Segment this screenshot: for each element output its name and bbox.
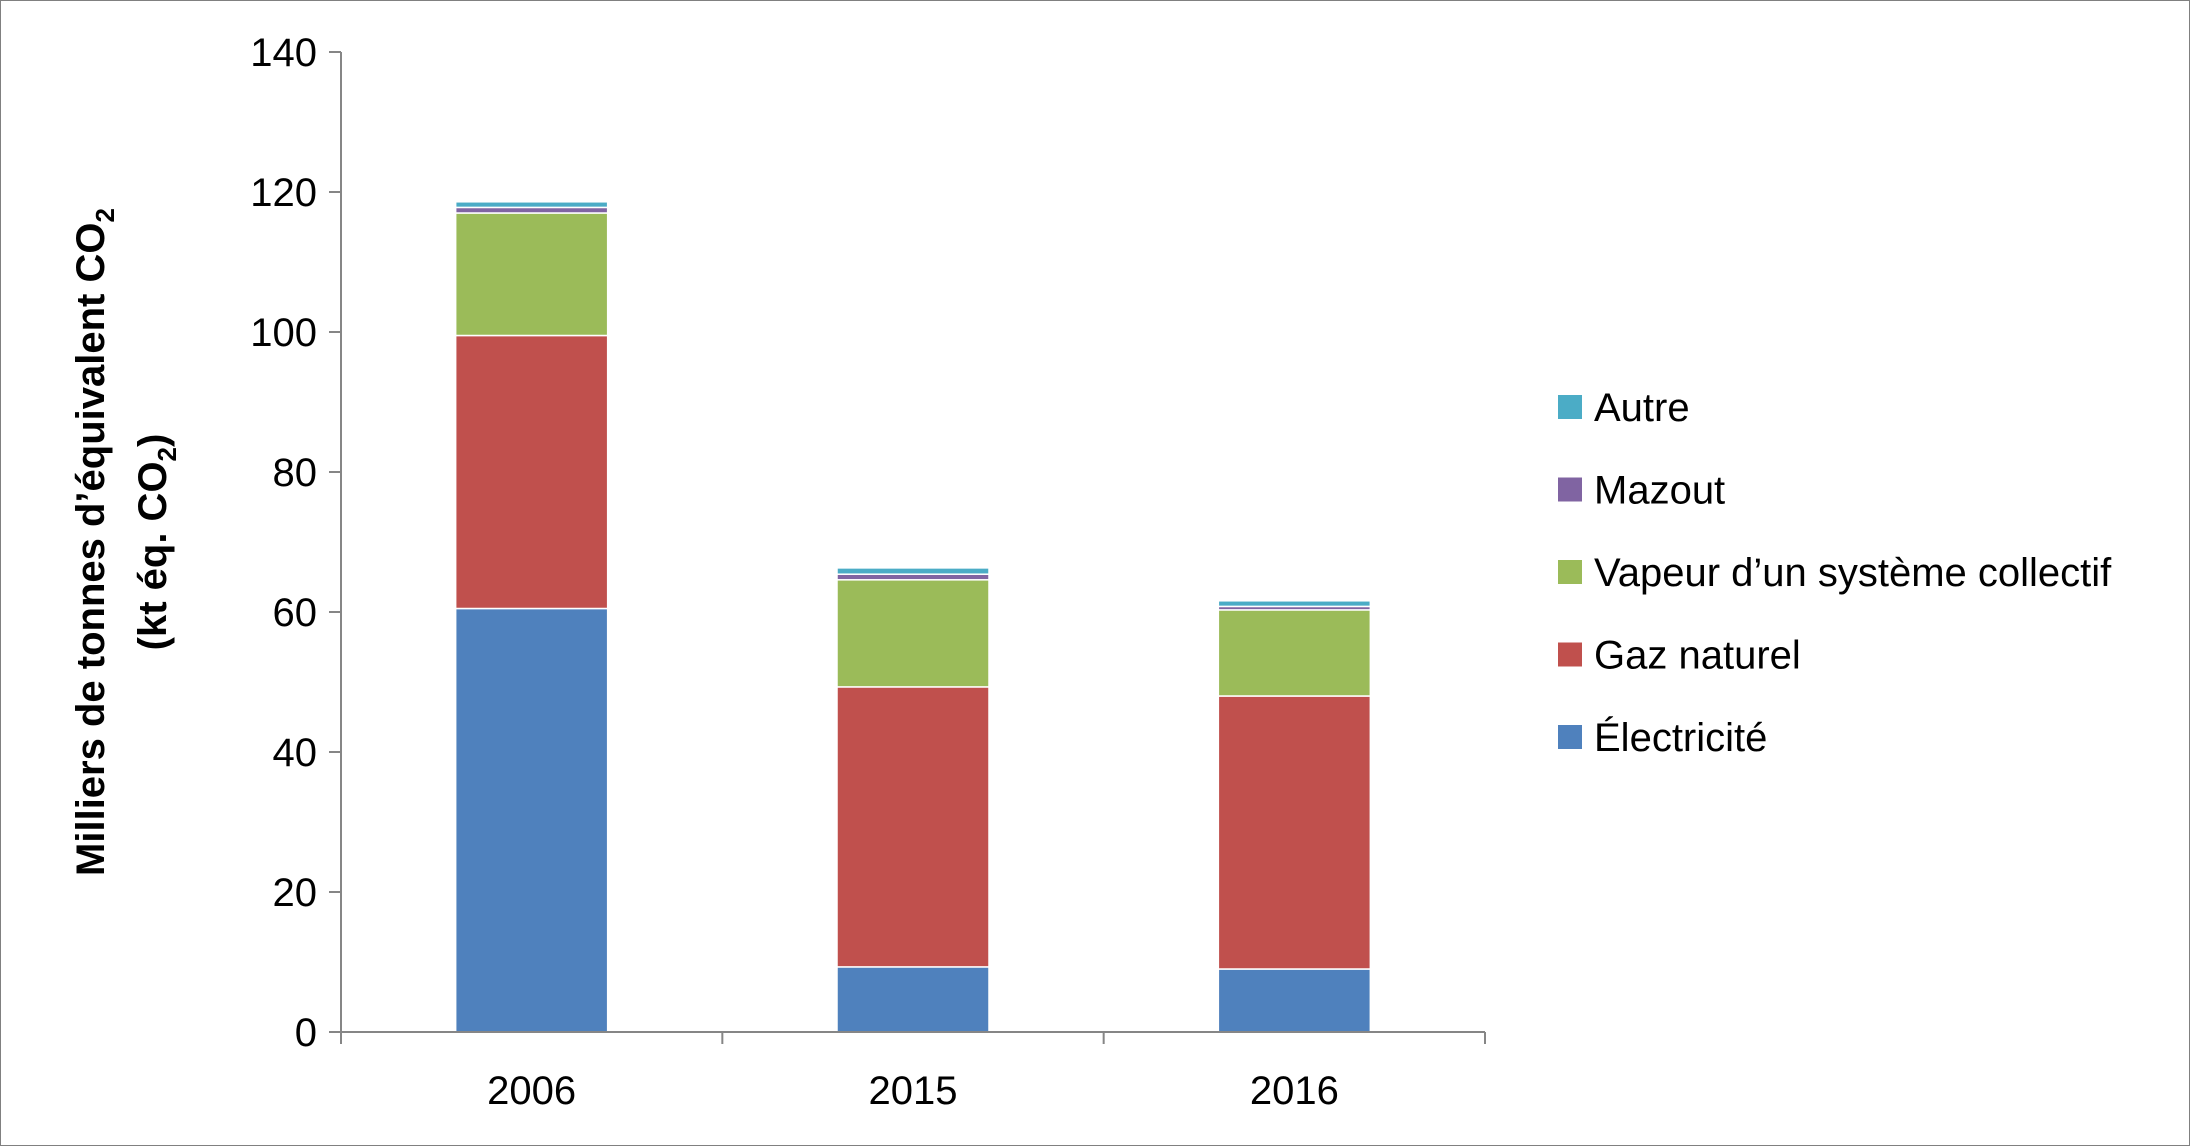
bar-segment-autre-2006 [454,201,609,209]
y-axis-title: Milliers de tonnes d’équivalent CO2 [69,208,120,876]
x-tick-label: 2016 [1250,1069,1339,1113]
y-tick-label: 40 [273,731,318,775]
legend-swatch [1558,477,1582,502]
bar-segment-gaz-naturel-2015 [836,686,990,968]
legend-swatch [1558,725,1582,749]
bar-segment-vapeur-d-un-syst-me-collectif-2016 [1217,609,1372,697]
y-ticks-group: 0 20 40 60 80 100 120 140 [250,31,341,1055]
bar-segment-autre-2015 [836,567,990,575]
legend-label: Mazout [1594,469,1725,513]
bar-segment-mazout-2006 [454,206,609,214]
y-tick-label: 140 [250,31,317,75]
y-tick-label: 120 [250,171,317,215]
legend-label: Électricité [1594,715,1767,760]
bar-segment-vapeur-d-un-syst-me-collectif-2015 [836,579,990,688]
legend-label: Gaz naturel [1594,634,1801,678]
x-tick-label: 2015 [869,1069,958,1113]
legend-swatch [1558,395,1582,419]
y-tick-label: 80 [273,451,318,495]
bar-segment-autre-2016 [1217,600,1372,608]
y-tick-label: 60 [273,591,318,635]
axes-group [340,52,1485,1033]
legend: Autre Mazout Vapeur d’un système collectif… [1558,386,2112,760]
x-tick-label: 2006 [487,1069,576,1113]
bar-segment-mazout-2015 [836,573,990,581]
legend-swatch [1558,642,1582,667]
bar-segment--lectricit--2015 [836,966,990,1033]
y-tick-label: 20 [273,871,318,915]
legend-label: Vapeur d’un système collectif [1594,551,2112,595]
x-ticks-group: 2006 2015 2016 [340,1032,1486,1113]
bar-segment-vapeur-d-un-syst-me-collectif-2006 [454,212,609,337]
bar-segment-gaz-naturel-2016 [1217,695,1372,970]
y-tick-label: 100 [250,311,317,355]
bar-segment-gaz-naturel-2006 [454,334,609,610]
bar-segment--lectricit--2016 [1217,968,1372,1033]
y-axis-title-units: (kt éq. CO2) [131,434,182,651]
legend-label: Autre [1594,386,1690,430]
bar-segment--lectricit--2006 [454,607,609,1033]
y-tick-label: 0 [295,1011,317,1055]
legend-swatch [1558,560,1582,584]
bars-group [454,201,1372,1033]
